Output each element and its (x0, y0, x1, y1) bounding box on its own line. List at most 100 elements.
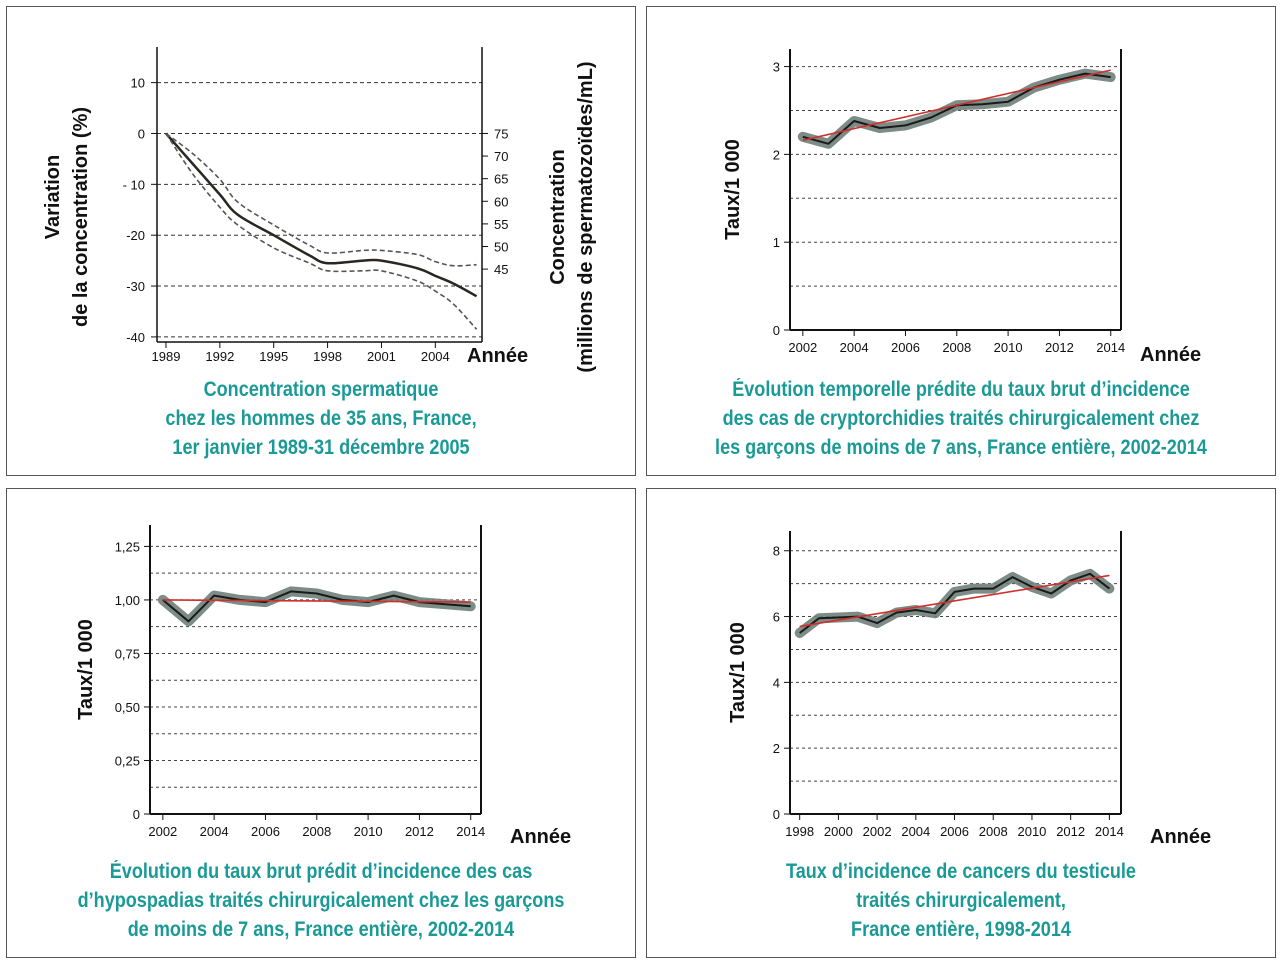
y-tick-label: 2 (773, 741, 780, 756)
series-line-lower-bound (165, 133, 478, 330)
x-tick-label: 1995 (259, 349, 288, 364)
x-axis-label: Année (1140, 344, 1201, 366)
caption-line-0-2: 1er janvier 1989-31 décembre 2005 (172, 436, 470, 459)
x-tick-label: 2004 (901, 824, 930, 839)
y-right-tick-label: 60 (494, 194, 508, 209)
y-tick-label: 0,50 (115, 700, 140, 715)
chart-caption-2: Évolution du taux brut prédit d’incidenc… (51, 857, 591, 944)
series-line-trend (162, 599, 471, 603)
series-line-upper-bound (165, 132, 477, 267)
y-right-tick-label: 45 (494, 262, 508, 277)
x-tick-label: 2010 (1017, 824, 1046, 839)
x-tick-label: 2006 (940, 824, 969, 839)
y-tick-label: 0 (773, 807, 780, 822)
x-tick-label: 2004 (421, 349, 450, 364)
confidence-band (157, 586, 476, 627)
chart-panel-sperm-concentration: 10 0 - 10 -20 -30 -40 75 70 65 60 55 50 45 1989 1992 19… (6, 6, 636, 476)
x-tick-label: 2008 (302, 824, 331, 839)
x-tick-label: 2014 (456, 824, 485, 839)
x-tick-label: 2014 (1096, 340, 1125, 355)
y-tick-label: -40 (126, 330, 145, 345)
y-right-tick-label: 55 (494, 217, 508, 232)
chart-caption-1: Évolution temporelle prédite du taux bru… (691, 375, 1231, 462)
caption-line-1-1: des cas de cryptorchidies traités chirur… (722, 407, 1200, 430)
y-tick-label: 10 (131, 76, 145, 91)
caption-line-2-2: de moins de 7 ans, France entière, 2002-… (127, 918, 515, 941)
chart-svg-2: 1,25 1,00 0,75 0,50 0,25 0 2002 2004 2006 2008 201… (75, 525, 571, 848)
chart-panel-cryptorchidism: 3 2 1 0 2002 2004 2006 2008 2010 2012 2014 Année Tau… (646, 6, 1276, 476)
caption-line-3-2: France entière, 1998-2014 (851, 918, 1071, 941)
y-tick-label: 6 (773, 610, 780, 625)
x-tick-label: 2002 (863, 824, 892, 839)
x-axis-label: Année (467, 345, 528, 367)
confidence-band (797, 68, 1116, 149)
y-tick-label: -30 (126, 279, 145, 294)
caption-line-1-0: Évolution temporelle prédite du taux bru… (732, 378, 1190, 401)
caption-line-2-1: d’hypospadias traités chirurgicalement c… (77, 889, 565, 912)
y-right-tick-label: 50 (494, 239, 508, 254)
chart-caption-0: Concentration spermatique chez les homme… (51, 375, 591, 462)
y-axis-label: Taux/1 000 (75, 619, 97, 720)
x-tick-label: 1989 (152, 349, 181, 364)
series-line-estimate (165, 132, 478, 298)
caption-line-1-2: les garçons de moins de 7 ans, France en… (715, 436, 1207, 459)
x-tick-label: 1998 (785, 824, 814, 839)
x-axis-label: Année (510, 826, 571, 848)
series-line-observed (799, 572, 1111, 634)
x-tick-label: 1992 (205, 349, 234, 364)
y-tick-label: 1,25 (115, 539, 140, 554)
x-tick-label: 2010 (994, 340, 1023, 355)
x-tick-label: 2012 (405, 824, 434, 839)
x-tick-label: 2000 (824, 824, 853, 839)
caption-line-3-0: Taux d’incidence de cancers du testicule (786, 860, 1136, 883)
x-axis-label: Année (1150, 826, 1211, 848)
chart-panel-testicular-cancer: 8 6 4 2 0 1998 2000 2002 2004 2006 2008 2010 2012 201… (646, 488, 1276, 958)
y-axis-label-line-2: de la concentration (%) (70, 107, 92, 327)
caption-line-0-0: Concentration spermatique (203, 378, 439, 401)
series-line-trend (802, 69, 1111, 142)
y-tick-label: 0,25 (115, 753, 140, 768)
x-tick-label: 2010 (354, 824, 383, 839)
chart-svg-1: 3 2 1 0 2002 2004 2006 2008 2010 2012 2014 Année Tau… (722, 49, 1201, 366)
y-tick-label: 8 (773, 544, 780, 559)
x-tick-label: 2006 (251, 824, 280, 839)
y-tick-label: 3 (773, 60, 780, 75)
x-tick-label: 2002 (788, 340, 817, 355)
chart-svg-0: 10 0 - 10 -20 -30 -40 75 70 65 60 55 50 45 1989 1992 19… (42, 47, 597, 373)
x-tick-label: 2008 (979, 824, 1008, 839)
y-tick-label: 0,75 (115, 646, 140, 661)
caption-line-3-1: traités chirurgicalement, (856, 889, 1066, 912)
y-axis-label: Taux/1 000 (722, 139, 744, 240)
y-tick-label: 0 (773, 323, 780, 338)
x-tick-label: 2014 (1095, 824, 1124, 839)
y-right-axis-label-line-2: (millions de spermatozoïdes/mL) (575, 61, 597, 372)
chart-svg-3: 8 6 4 2 0 1998 2000 2002 2004 2006 2008 2010 2012 201… (727, 531, 1211, 848)
y-tick-label: - 10 (123, 177, 145, 192)
chart-caption-3: Taux d’incidence de cancers du testicule… (691, 857, 1231, 944)
y-tick-label: 1 (773, 235, 780, 250)
x-tick-label: 1998 (313, 349, 342, 364)
y-right-tick-label: 70 (494, 149, 508, 164)
y-tick-label: 2 (773, 147, 780, 162)
y-right-tick-label: 75 (494, 126, 508, 141)
caption-line-2-0: Évolution du taux brut prédit d’incidenc… (109, 860, 533, 883)
y-axis-label: Taux/1 000 (727, 622, 749, 723)
y-axis-label-line-1: Variation (42, 155, 64, 239)
series-line-trend (799, 574, 1110, 628)
chart-panel-hypospadias: 1,25 1,00 0,75 0,50 0,25 0 2002 2004 2006 2008 201… (6, 488, 636, 958)
y-tick-label: 1,00 (115, 593, 140, 608)
x-tick-label: 2004 (200, 824, 229, 839)
x-tick-label: 2012 (1056, 824, 1085, 839)
y-right-axis-label-line-1: Concentration (547, 149, 569, 285)
y-tick-label: 4 (773, 675, 780, 690)
x-tick-label: 2002 (148, 824, 177, 839)
x-tick-label: 2001 (367, 349, 396, 364)
caption-line-0-1: chez les hommes de 35 ans, France, (165, 407, 477, 430)
x-tick-label: 2008 (942, 340, 971, 355)
x-tick-label: 2012 (1045, 340, 1074, 355)
x-tick-label: 2004 (840, 340, 869, 355)
y-tick-label: -20 (126, 228, 145, 243)
y-tick-label: 0 (138, 126, 145, 141)
y-right-tick-label: 65 (494, 172, 508, 187)
y-tick-label: 0 (133, 807, 140, 822)
